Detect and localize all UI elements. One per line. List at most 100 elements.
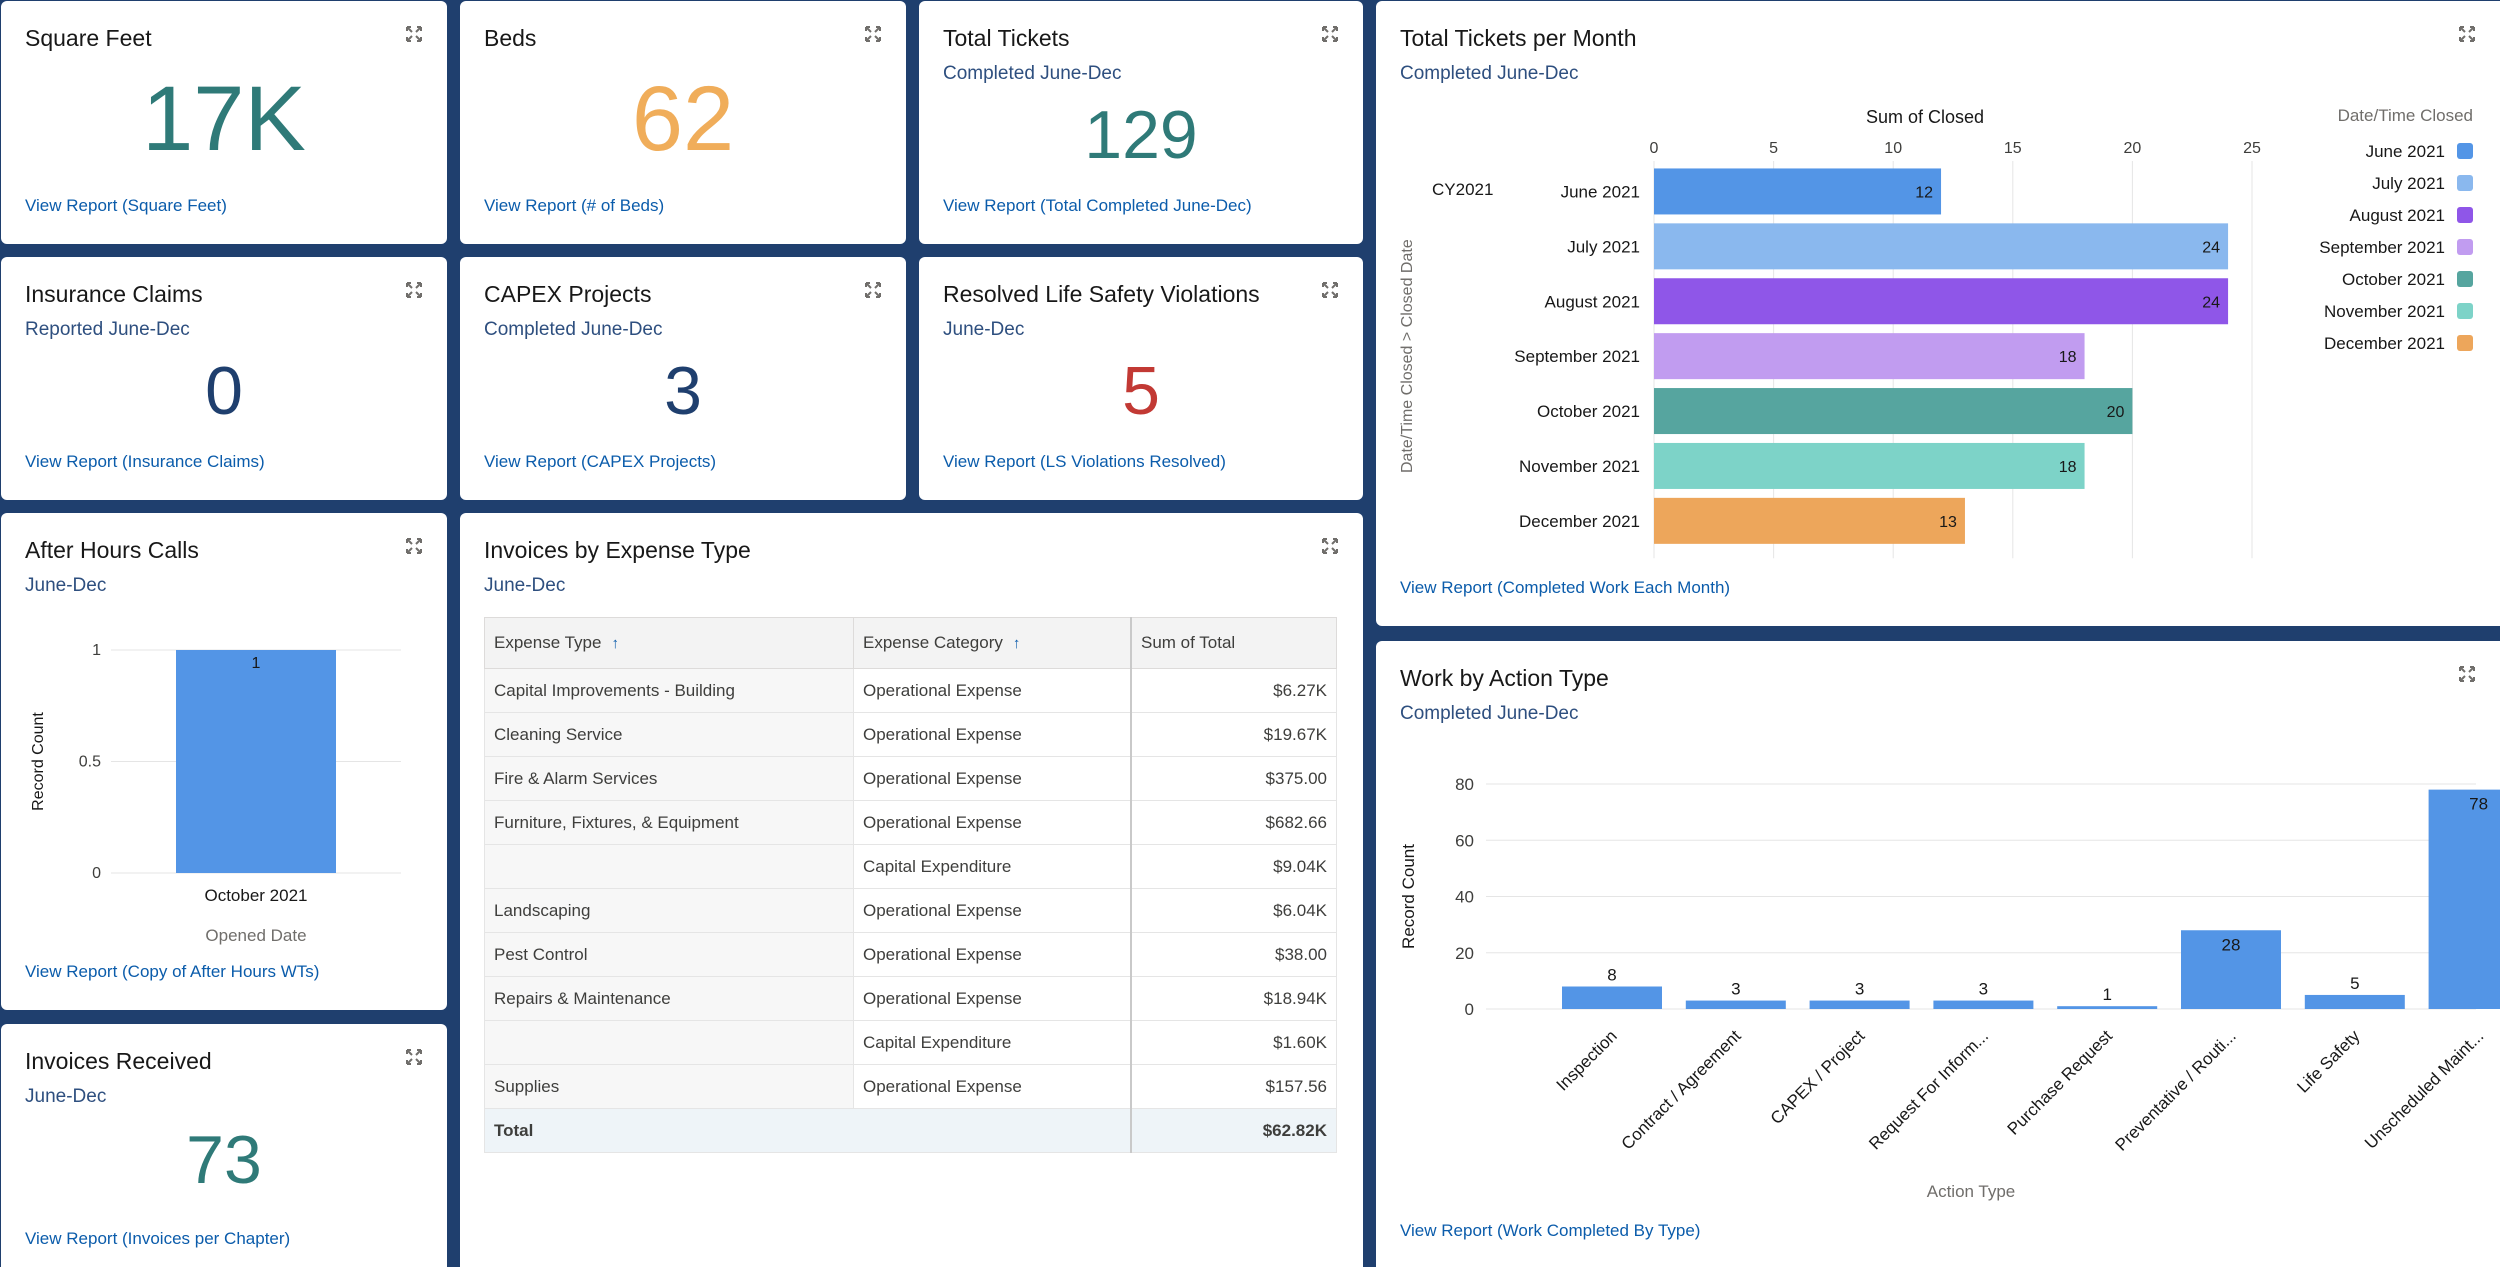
card-subtitle: Completed June-Dec — [1400, 63, 1579, 84]
data-label: 24 — [2202, 239, 2220, 256]
expand-icon[interactable] — [1321, 25, 1339, 43]
metric-value: 0 — [205, 353, 243, 429]
y-tick-label: 1 — [92, 642, 101, 659]
x-tick-label: Inspection — [1553, 1026, 1621, 1094]
expand-icon[interactable] — [2458, 25, 2476, 43]
y-tick-label: 20 — [1455, 944, 1474, 963]
bar — [1685, 1000, 1786, 1009]
expand-icon[interactable] — [405, 537, 423, 555]
y-tick-label: June 2021 — [1561, 182, 1640, 201]
x-tick-label: Request For Inform... — [1865, 1026, 1992, 1153]
data-label: 1 — [2102, 985, 2111, 1004]
x-tick-label: 10 — [1884, 140, 1902, 157]
expense-category-cell: Capital Expenditure — [853, 844, 1132, 889]
y-tick-label: 0.5 — [79, 754, 101, 771]
expense-type-cell: Cleaning Service — [484, 712, 854, 757]
table-row: Fire & Alarm Services Operational Expense… — [484, 756, 1337, 801]
legend-label: August 2021 — [2350, 206, 2445, 225]
work-by-action-chart: 0 20 40 60 80 8 Inspection 3 Contract / Agreemen… — [1399, 775, 2500, 1201]
sum-of-total-cell: $19.67K — [1130, 712, 1337, 757]
expand-icon[interactable] — [405, 1048, 423, 1066]
column-header-sum-of-total[interactable]: Sum of Total — [1130, 617, 1337, 669]
y-tick-label: November 2021 — [1519, 457, 1640, 476]
view-report-link[interactable]: View Report (Total Completed June-Dec) — [943, 196, 1252, 215]
tickets-per-month-card: Total Tickets per Month Completed June-D… — [1376, 1, 2500, 626]
data-label: 8 — [1607, 966, 1616, 985]
bar — [1654, 333, 2085, 380]
view-report-link[interactable]: View Report (Completed Work Each Month) — [1400, 578, 1731, 597]
work-by-action-card: Work by Action Type Completed June-Dec 0… — [1376, 641, 2500, 1267]
x-tick-label: 5 — [1769, 140, 1778, 157]
after-hours-chart: 0 0.5 1 1 October 2021 Opened Date Record Coun… — [30, 642, 401, 945]
expand-icon[interactable] — [405, 25, 423, 43]
insurance-claims-card: Insurance Claims Reported June-Dec 0 Vie… — [1, 257, 447, 500]
data-label: 20 — [2107, 404, 2125, 421]
metric-value: 3 — [664, 353, 702, 429]
table-header-row: Expense Type ↑ Expense Category ↑ Sum of T… — [484, 617, 1337, 669]
view-report-link[interactable]: View Report (Copy of After Hours WTs) — [25, 962, 320, 981]
sum-of-total-cell: $9.04K — [1130, 844, 1337, 889]
bar — [2428, 789, 2500, 1009]
column-header-expense-category[interactable]: Expense Category ↑ — [853, 617, 1132, 669]
view-report-link[interactable]: View Report (# of Beds) — [484, 196, 665, 215]
expense-type-cell: Repairs & Maintenance — [484, 976, 854, 1021]
card-title: Insurance Claims — [25, 281, 203, 307]
y-tick-label: 0 — [1465, 1000, 1474, 1019]
card-title: Total Tickets — [943, 25, 1070, 51]
expand-icon[interactable] — [1321, 281, 1339, 299]
y-axis-title: Record Count — [30, 712, 47, 811]
y-axis-title: Date/Time Closed > Closed Date — [1399, 239, 1416, 473]
invoices-table: Expense Type ↑ Expense Category ↑ Sum of T… — [484, 617, 1337, 1153]
header-label: Expense Category — [863, 633, 1003, 652]
table-row: Supplies Operational Expense $157.56 — [484, 1064, 1337, 1109]
y-tick-label: July 2021 — [1567, 237, 1640, 256]
data-label: 18 — [2059, 349, 2077, 366]
expand-icon[interactable] — [864, 25, 882, 43]
bar — [2304, 994, 2405, 1009]
sort-ascending-icon[interactable]: ↑ — [1012, 635, 1021, 652]
card-subtitle: June-Dec — [25, 1086, 107, 1107]
x-tick-label: Life Safety — [2293, 1026, 2364, 1097]
data-label: 13 — [1939, 514, 1957, 531]
expense-category-cell: Operational Expense — [853, 1064, 1132, 1109]
beds-card: Beds 62 View Report (# of Beds) — [460, 1, 906, 244]
y-axis-title: Record Count — [1399, 844, 1418, 949]
y-tick-label: 60 — [1455, 831, 1474, 850]
expand-icon[interactable] — [2458, 665, 2476, 683]
bar — [176, 650, 336, 873]
x-tick-label: 20 — [2124, 140, 2142, 157]
legend-swatch — [2457, 175, 2473, 191]
expand-icon[interactable] — [1321, 537, 1339, 555]
card-title: Beds — [484, 25, 537, 51]
after-hours-calls-card: After Hours Calls June-Dec 0 0.5 1 1 October… — [1, 513, 447, 1010]
column-header-expense-type[interactable]: Expense Type ↑ — [484, 617, 854, 669]
metric-value: 129 — [1084, 97, 1198, 173]
table-row: Capital Improvements - Building Operation… — [484, 668, 1337, 713]
bar — [1654, 168, 1942, 215]
y-tick-label: 40 — [1455, 888, 1474, 907]
table-row: Repairs & Maintenance Operational Expense… — [484, 976, 1337, 1021]
y-tick-label: 80 — [1455, 775, 1474, 794]
legend-swatch — [2457, 271, 2473, 287]
bar — [1654, 442, 2085, 489]
data-label: 18 — [2059, 459, 2077, 476]
view-report-link[interactable]: View Report (Square Feet) — [25, 196, 227, 215]
view-report-link[interactable]: View Report (Insurance Claims) — [25, 452, 265, 471]
total-value: $62.82K — [1130, 1108, 1337, 1153]
table-row: Capital Expenditure $1.60K — [484, 1020, 1337, 1065]
y-tick-label: December 2021 — [1519, 512, 1640, 531]
view-report-link[interactable]: View Report (Invoices per Chapter) — [25, 1229, 291, 1248]
x-axis-title: Opened Date — [205, 926, 306, 945]
x-tick-label: Contract / Agreement — [1618, 1026, 1745, 1153]
view-report-link[interactable]: View Report (LS Violations Resolved) — [943, 452, 1226, 471]
capex-projects-card: CAPEX Projects Completed June-Dec 3 View… — [460, 257, 906, 500]
legend-label: September 2021 — [2319, 238, 2445, 257]
view-report-link[interactable]: View Report (CAPEX Projects) — [484, 452, 717, 471]
data-label: 5 — [2350, 974, 2359, 993]
card-title: Square Feet — [25, 25, 152, 51]
expand-icon[interactable] — [864, 281, 882, 299]
expand-icon[interactable] — [405, 281, 423, 299]
view-report-link[interactable]: View Report (Work Completed By Type) — [1400, 1221, 1701, 1240]
sort-ascending-icon[interactable]: ↑ — [611, 635, 619, 652]
table-total-row: Total $62.82K — [484, 1108, 1337, 1153]
